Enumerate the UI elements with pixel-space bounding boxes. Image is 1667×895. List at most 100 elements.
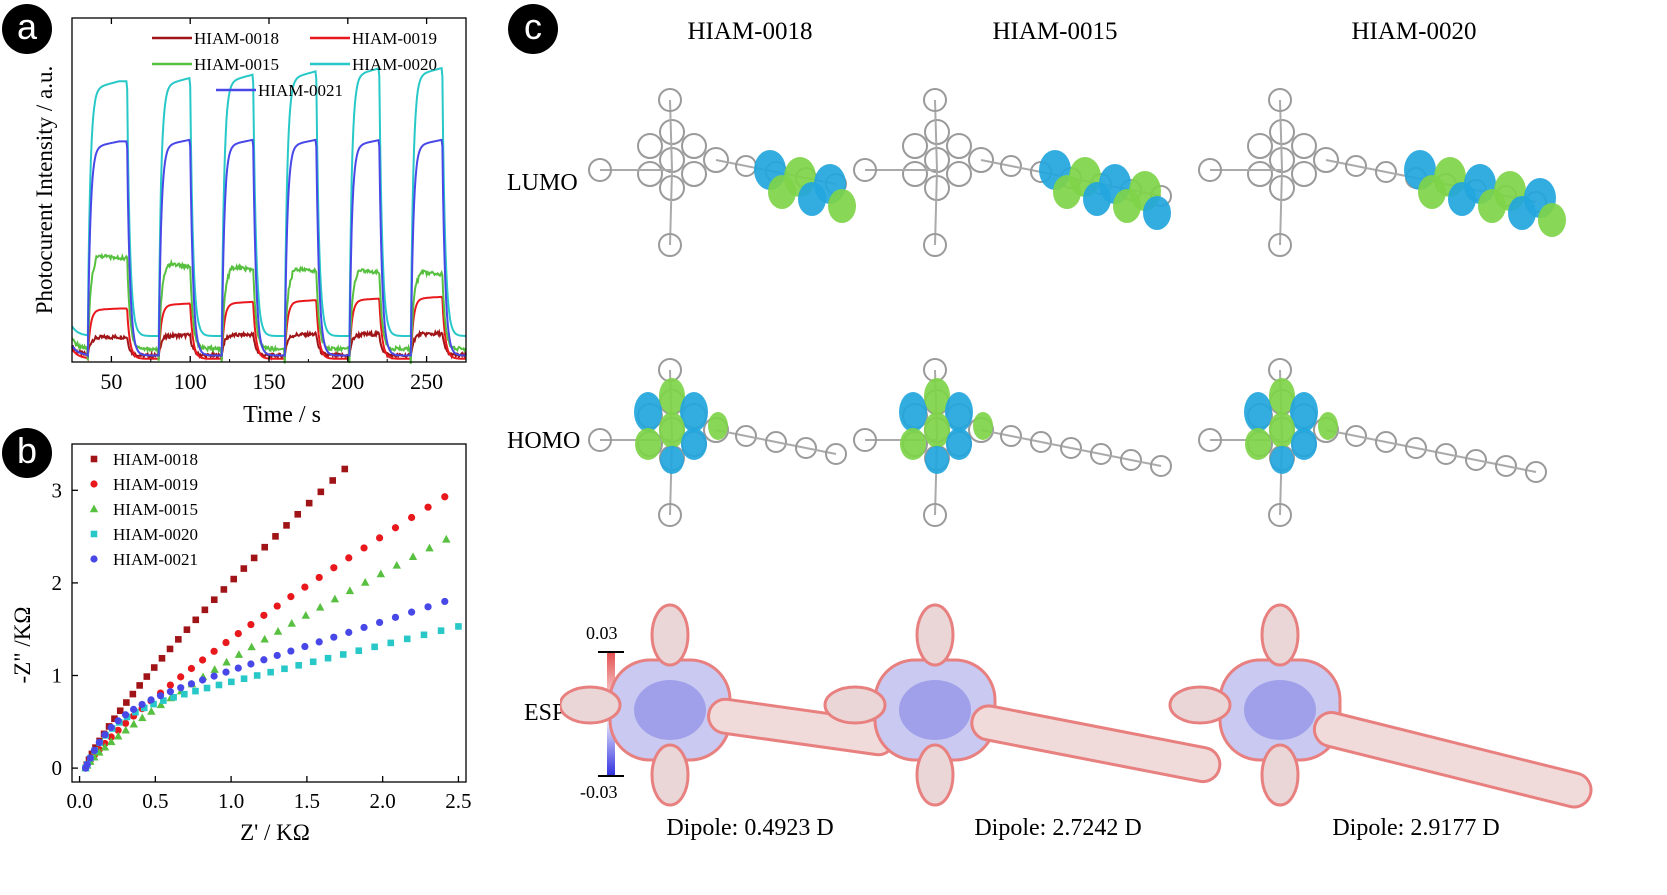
data-point bbox=[129, 690, 137, 698]
aromatic-ring bbox=[923, 88, 947, 112]
data-point bbox=[250, 554, 258, 562]
data-point bbox=[156, 700, 166, 709]
aromatic-ring bbox=[1345, 425, 1367, 447]
data-point bbox=[166, 645, 174, 653]
data-point bbox=[114, 717, 122, 725]
esp-negative-region bbox=[1244, 680, 1316, 740]
orbital-lobe bbox=[1538, 203, 1566, 237]
esp-tail bbox=[1312, 710, 1593, 809]
data-point bbox=[247, 660, 255, 668]
data-point bbox=[260, 656, 268, 664]
esp-negative-region bbox=[899, 680, 971, 740]
data-point bbox=[283, 522, 290, 529]
bond bbox=[1100, 453, 1132, 461]
series-hiam-0015 bbox=[81, 534, 451, 772]
data-point bbox=[287, 593, 295, 601]
photocurrent-chart: 50 100 150 200 250 HIAM-0018 HIAM-0019 HIAM-00… bbox=[32, 17, 467, 428]
legend-label: HIAM-0015 bbox=[194, 55, 279, 74]
row-label-homo: HOMO bbox=[507, 428, 581, 454]
x-tick-label: 1.0 bbox=[218, 789, 244, 813]
legend-item: HIAM-0019 bbox=[310, 29, 437, 48]
orbital-lobe bbox=[1244, 392, 1272, 432]
data-point bbox=[425, 543, 434, 552]
data-point bbox=[345, 554, 353, 562]
aromatic-ring bbox=[946, 133, 972, 159]
bond bbox=[1130, 459, 1162, 467]
orbital-lobe bbox=[1143, 196, 1171, 230]
legend-item: HIAM-0018 bbox=[152, 29, 279, 48]
data-point bbox=[387, 639, 395, 647]
lumo-model-3 bbox=[1198, 88, 1566, 257]
aromatic-ring bbox=[765, 431, 787, 453]
esp-arm bbox=[560, 685, 622, 725]
bond bbox=[715, 159, 747, 167]
data-point bbox=[210, 647, 218, 655]
aromatic-ring bbox=[1060, 437, 1082, 459]
aromatic-ring bbox=[588, 428, 612, 452]
data-point bbox=[273, 651, 281, 660]
data-point bbox=[309, 658, 317, 666]
legend-marker bbox=[89, 504, 99, 513]
legend-item: HIAM-0019 bbox=[90, 475, 198, 494]
data-point bbox=[158, 655, 166, 662]
esp-arm bbox=[915, 603, 955, 667]
data-point bbox=[143, 673, 151, 680]
legend-marker bbox=[90, 555, 98, 563]
orbital-lobe bbox=[1269, 378, 1295, 414]
data-point bbox=[187, 680, 196, 688]
legend-label: HIAM-0020 bbox=[352, 55, 437, 74]
orbital-lobe bbox=[925, 446, 949, 474]
data-point bbox=[371, 643, 378, 651]
bond bbox=[1475, 459, 1507, 467]
data-point bbox=[420, 631, 428, 639]
data-point bbox=[261, 543, 269, 551]
panel-b-badge: b bbox=[2, 428, 52, 478]
bond bbox=[1040, 441, 1072, 449]
aromatic-ring bbox=[1000, 155, 1022, 177]
data-point bbox=[192, 616, 200, 624]
esp-surface-2 bbox=[823, 603, 1222, 807]
data-point bbox=[247, 642, 256, 651]
aromatic-ring bbox=[1291, 133, 1317, 159]
data-point bbox=[437, 627, 445, 634]
data-point bbox=[360, 623, 368, 632]
aromatic-ring bbox=[1198, 158, 1222, 182]
legend-label: HIAM-0019 bbox=[113, 475, 198, 494]
legend-marker bbox=[90, 480, 98, 488]
y-tick-label: 1 bbox=[52, 664, 63, 688]
homo-model-3 bbox=[1198, 358, 1547, 527]
data-point bbox=[424, 603, 432, 611]
data-point bbox=[222, 638, 230, 647]
data-point bbox=[129, 705, 138, 713]
orbital-lobe bbox=[708, 412, 728, 440]
colorbar-min-label: -0.03 bbox=[580, 782, 618, 802]
orbital-lobe bbox=[635, 428, 661, 460]
series-hiam-0020 bbox=[82, 623, 462, 772]
aromatic-ring bbox=[1247, 161, 1273, 187]
orbital-lobe bbox=[828, 189, 856, 223]
data-point bbox=[341, 465, 349, 473]
data-point bbox=[107, 723, 115, 732]
data-point bbox=[441, 493, 449, 501]
data-point bbox=[86, 754, 94, 762]
x-tick-label: 1.5 bbox=[294, 789, 320, 813]
data-point bbox=[330, 564, 338, 572]
orbital-lobe bbox=[659, 412, 685, 448]
data-point bbox=[114, 731, 123, 740]
legend-item: HIAM-0015 bbox=[89, 500, 198, 519]
panel-a-badge: a bbox=[2, 4, 52, 54]
bond bbox=[745, 435, 777, 443]
bond bbox=[980, 159, 1012, 167]
homo-model-1 bbox=[588, 358, 847, 527]
data-point bbox=[121, 719, 130, 727]
aromatic-ring bbox=[588, 158, 612, 182]
data-point bbox=[192, 687, 199, 695]
aromatic-ring bbox=[1465, 449, 1487, 471]
legend-marker bbox=[90, 530, 98, 538]
data-point bbox=[147, 706, 156, 715]
esp-arm bbox=[1168, 685, 1232, 725]
y-tick-label: 0 bbox=[52, 756, 63, 780]
aromatic-ring bbox=[853, 428, 877, 452]
data-point bbox=[166, 681, 174, 689]
data-point bbox=[203, 684, 211, 692]
